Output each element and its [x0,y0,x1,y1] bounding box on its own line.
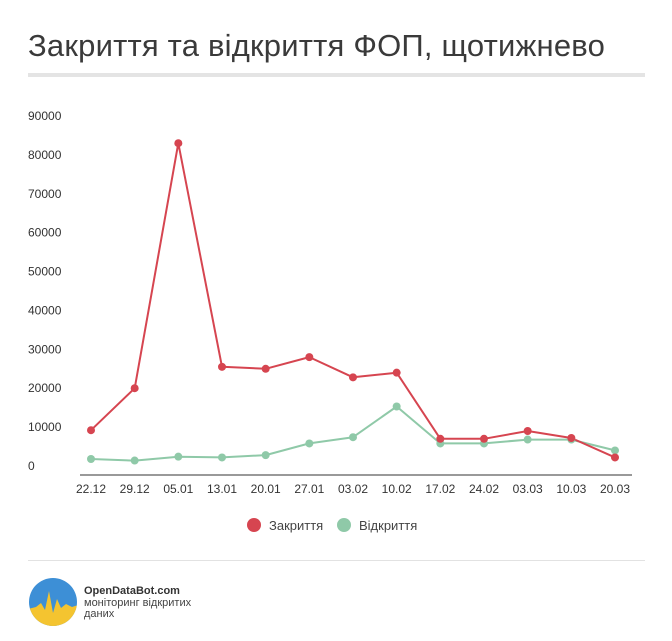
x-tick-label: 24.02 [469,482,499,496]
brand-block: OpenDataBot.com моніторинг відкритих дан… [28,575,328,635]
y-tick-label: 0 [28,459,35,473]
x-axis: 22.12 29.12 05.01 13.01 20.01 27.01 03.02 10.02… [76,474,632,496]
data-point-closures [349,373,357,382]
legend-label: Відкриття [359,518,417,533]
data-point-closures [87,426,95,435]
data-point-closures [436,434,445,443]
y-tick-label: 80000 [28,148,62,162]
x-tick-label: 17.02 [425,482,455,496]
y-tick-label: 90000 [28,109,62,123]
series-points [87,139,619,465]
y-tick-label: 70000 [28,187,62,201]
data-point-closures [523,427,532,435]
legend-marker [337,518,351,532]
y-tick-label: 60000 [28,226,62,240]
brand-tagline: моніторинг відкритих даних [84,597,192,620]
legend-marker [247,518,261,532]
opendatabot-logo-icon [29,578,77,626]
data-point-openings [174,452,183,461]
data-point-openings [349,433,357,442]
x-tick-label: 10.03 [556,482,586,496]
series-line-closures [90,142,616,459]
legend-label: Закриття [269,518,323,533]
title-divider [28,73,645,77]
data-point-closures [567,434,576,442]
y-tick-label: 40000 [28,303,62,317]
data-point-closures [611,453,619,462]
chart-title: Закриття та відкриття ФОП, щотижнево [28,28,606,63]
x-tick-label: 27.01 [294,482,324,496]
x-tick-label: 13.01 [207,482,237,496]
x-tick-label: 05.01 [163,482,193,496]
data-point-openings [305,439,314,448]
brand-name: OpenDataBot.com [84,585,180,597]
data-point-closures [305,353,314,362]
data-point-openings [261,451,270,460]
x-tick-label: 22.12 [76,482,106,496]
x-tick-label: 10.02 [382,482,412,496]
line-chart: 0 10000 20000 30000 40000 50000 60000 70000 8000… [28,109,632,533]
y-tick-label: 20000 [28,381,62,395]
x-tick-label: 20.01 [251,482,281,496]
x-tick-label: 03.02 [338,482,368,496]
y-tick-label: 30000 [28,342,62,356]
x-tick-label: 20.03 [600,482,630,496]
x-tick-label: 03.03 [513,482,543,496]
footer-divider [28,560,645,561]
data-point-closures [218,362,226,371]
data-point-openings [218,453,226,462]
y-tick-label: 10000 [28,420,62,434]
data-point-openings [87,455,95,463]
x-tick-label: 29.12 [120,482,150,496]
data-point-openings [611,446,619,455]
series-lines [90,142,616,462]
data-point-openings [130,456,139,465]
data-point-closures [130,384,139,393]
legend: Закриття Відкриття [247,518,417,533]
y-axis: 0 10000 20000 30000 40000 50000 60000 70000 8000… [28,109,62,473]
data-point-openings [523,435,532,444]
data-point-openings [392,402,401,411]
y-tick-label: 50000 [28,265,62,279]
data-point-closures [261,364,270,373]
data-point-closures [392,368,401,377]
data-point-closures [174,139,183,148]
data-point-closures [480,434,488,443]
